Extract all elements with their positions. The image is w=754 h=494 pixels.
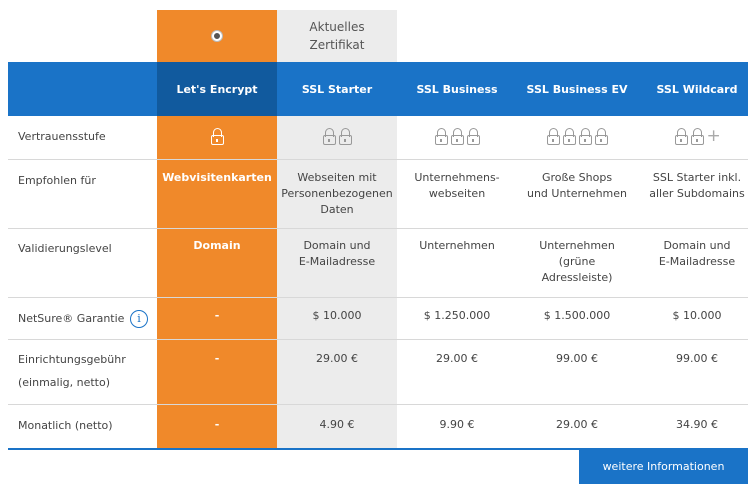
row-label-monthly: Monatlich (netto): [18, 419, 113, 432]
validation-ssl-business: Unternehmen: [419, 239, 495, 252]
row-label-validation: Validierungslevel: [18, 242, 112, 255]
row-label-netsure: NetSure® Garantie i: [18, 308, 148, 330]
lock-icon: [578, 128, 592, 145]
row-divider: [8, 404, 748, 405]
setup-ssl-wildcard: 99.00 €: [676, 352, 718, 365]
row-label-recommended: Empfohlen für: [18, 174, 96, 187]
lock-icon: [338, 128, 352, 145]
lock-icon: [594, 128, 608, 145]
netsure-label-text: NetSure® Garantie: [18, 312, 125, 325]
row-divider: [8, 297, 748, 298]
netsure-ssl-business: $ 1.250.000: [423, 309, 491, 322]
validation-ssl-business-ev: Unternehmen (grüne Adressleiste): [539, 239, 615, 284]
plan-radio-cell[interactable]: [157, 10, 277, 62]
validation-ssl-starter: Domain und E-Mailadresse: [298, 239, 376, 268]
lock-icon: [322, 128, 336, 145]
lock-icon: [210, 128, 224, 145]
row-divider: [8, 339, 748, 340]
monthly-lets-encrypt: -: [214, 418, 220, 431]
plans-header-bar: [8, 62, 748, 116]
netsure-ssl-starter: $ 10.000: [312, 309, 362, 322]
more-info-button[interactable]: weitere Informationen: [579, 449, 748, 484]
recommended-ssl-business: Unternehmens- webseiten: [414, 171, 500, 200]
selected-radio-icon[interactable]: [212, 31, 222, 41]
monthly-ssl-wildcard: 34.90 €: [676, 418, 718, 431]
setup-ssl-starter: 29.00 €: [316, 352, 358, 365]
current-certificate-label: Aktuelles Zertifikat: [309, 20, 365, 52]
recommended-lets-encrypt: Webvisitenkarten: [162, 171, 272, 184]
row-divider: [8, 228, 748, 229]
recommended-ssl-wildcard: SSL Starter inkl. aller Subdomains: [649, 171, 745, 200]
info-icon[interactable]: i: [129, 310, 148, 328]
plan-header-ssl-wildcard: SSL Wildcard: [656, 82, 738, 96]
lock-icon: [674, 128, 688, 145]
netsure-ssl-wildcard: $ 10.000: [672, 309, 722, 322]
lock-icon: [434, 128, 448, 145]
lock-icon: [450, 128, 464, 145]
netsure-lets-encrypt: -: [214, 309, 220, 322]
row-label-setup-note: (einmalig, netto): [18, 376, 111, 389]
trust-level-ssl-wildcard: +: [637, 128, 754, 145]
setup-ssl-business: 29.00 €: [436, 352, 478, 365]
row-label-setup: Einrichtungsgebühr: [18, 353, 126, 366]
validation-ssl-wildcard: Domain und E-Mailadresse: [658, 239, 736, 268]
lock-icon: [466, 128, 480, 145]
plan-header-lets-encrypt: Let's Encrypt: [157, 62, 277, 116]
lock-icon: [562, 128, 576, 145]
plan-header-ssl-starter: SSL Starter: [301, 82, 373, 96]
recommended-ssl-starter: Webseiten mit Personenbezogenen Daten: [281, 171, 393, 216]
setup-ssl-business-ev: 99.00 €: [556, 352, 598, 365]
lock-icon: [690, 128, 704, 145]
recommended-ssl-business-ev: Große Shops und Unternehmen: [526, 171, 628, 200]
row-divider: [8, 159, 748, 160]
monthly-ssl-business-ev: 29.00 €: [556, 418, 598, 431]
trust-level-ssl-starter: [277, 128, 397, 145]
monthly-ssl-starter: 4.90 €: [319, 418, 355, 431]
row-label-trust: Vertrauensstufe: [18, 130, 106, 143]
validation-lets-encrypt: Domain: [193, 239, 241, 252]
trust-level-ssl-business: [397, 128, 517, 145]
netsure-ssl-business-ev: $ 1.500.000: [543, 309, 611, 322]
monthly-ssl-business: 9.90 €: [439, 418, 475, 431]
setup-lets-encrypt: -: [214, 352, 220, 365]
plan-header-ssl-business-ev: SSL Business EV: [526, 82, 628, 96]
plus-icon: +: [706, 126, 721, 146]
trust-level-lets-encrypt: [157, 128, 277, 145]
lock-icon: [546, 128, 560, 145]
trust-level-ssl-business-ev: [517, 128, 637, 145]
table-bottom-border: [8, 448, 748, 450]
plan-header-ssl-business: SSL Business: [416, 82, 498, 96]
